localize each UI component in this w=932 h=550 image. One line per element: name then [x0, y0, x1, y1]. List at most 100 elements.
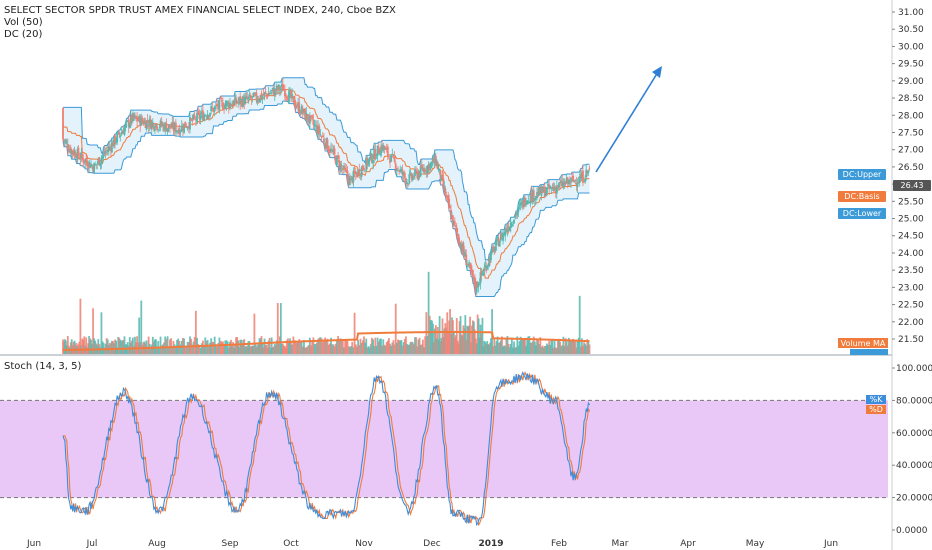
volume-bar	[572, 338, 575, 354]
candle-body	[62, 108, 64, 140]
volume-bar	[493, 338, 496, 354]
volume-bar	[354, 344, 357, 354]
candle-body	[426, 165, 429, 174]
volume-ma-badge	[838, 338, 888, 348]
volume-bar	[260, 336, 263, 354]
candle-body	[377, 146, 380, 154]
candle-body	[422, 167, 424, 172]
candle-body	[199, 115, 202, 120]
volume-bar	[407, 344, 410, 354]
volume-bar	[291, 344, 294, 354]
candle-body	[117, 131, 120, 134]
candle-body	[574, 180, 577, 181]
candle-body	[288, 91, 290, 103]
volume-bar	[547, 345, 549, 354]
candle-body	[64, 140, 66, 142]
price-tick-label: 30.00	[898, 42, 924, 52]
candle-body	[523, 197, 525, 207]
volume-bar	[352, 347, 355, 354]
candle-body	[570, 177, 572, 182]
candle-body	[313, 124, 316, 126]
candle-body	[210, 106, 213, 112]
candle-body	[451, 216, 453, 218]
volume-bar	[473, 329, 476, 354]
candle-body	[167, 124, 170, 129]
volume-bar	[325, 341, 328, 354]
volume-bar	[112, 341, 114, 354]
volume-bar	[489, 342, 491, 354]
candle-body	[337, 155, 339, 159]
candle-body	[479, 272, 482, 284]
volume-bar	[111, 340, 113, 354]
candle-body	[92, 166, 94, 172]
volume-bar	[388, 338, 390, 354]
candle-body	[571, 177, 573, 179]
candle-body	[285, 94, 287, 96]
volume-bar	[558, 338, 560, 354]
candle-body	[264, 91, 267, 93]
volume-bar	[580, 338, 583, 354]
volume-bar	[184, 347, 187, 354]
volume-bar	[334, 343, 337, 354]
candle-body	[183, 123, 185, 133]
volume-bar	[282, 346, 285, 354]
volume-bar	[570, 341, 572, 354]
candle-body	[295, 106, 298, 108]
candle-body	[171, 122, 174, 128]
candle-body	[151, 122, 154, 124]
candle-body	[378, 154, 381, 156]
volume-bar	[507, 343, 510, 354]
volume-bar	[217, 343, 220, 354]
price-badge	[838, 191, 886, 202]
volume-bar	[219, 340, 222, 354]
candle-body	[143, 120, 146, 124]
candle-body	[429, 162, 432, 169]
volume-bar	[502, 346, 504, 354]
candle-body	[124, 123, 127, 128]
candle-body	[103, 150, 106, 155]
candle-body	[416, 171, 419, 179]
candle-body	[63, 139, 65, 142]
candle-body	[513, 219, 515, 224]
volume-bar	[497, 342, 500, 354]
volume-bar	[138, 317, 141, 354]
volume-bar	[518, 341, 521, 354]
candle-body	[266, 94, 269, 98]
volume-bar	[533, 341, 536, 354]
candle-body	[328, 149, 331, 153]
volume-bar	[482, 346, 485, 354]
candle-body	[75, 158, 78, 160]
candle-body	[505, 228, 508, 232]
volume-bar	[73, 340, 76, 354]
candle-body	[196, 112, 198, 123]
candle-body	[492, 246, 495, 248]
candle-body	[437, 168, 440, 171]
volume-bar	[389, 343, 391, 354]
candle-body	[140, 117, 143, 126]
candle-body	[95, 164, 98, 166]
volume-bar	[311, 341, 314, 354]
stoch-tick-label: 100.0000	[896, 364, 932, 374]
volume-bar	[419, 344, 422, 354]
candle-body	[271, 87, 274, 90]
candle-body	[414, 169, 416, 176]
volume-bar	[339, 338, 342, 354]
volume-bar	[456, 340, 459, 354]
volume-bar	[319, 337, 322, 354]
volume-bar	[278, 336, 281, 354]
volume-bar	[257, 344, 260, 354]
volume-bar	[359, 338, 362, 354]
volume-bar	[268, 337, 271, 354]
candle-body	[537, 192, 540, 197]
volume-bar	[173, 344, 176, 354]
x-tick-label: Jun	[823, 539, 838, 549]
candle-body	[78, 157, 81, 159]
volume-bar	[386, 340, 389, 354]
volume-bar	[209, 342, 211, 354]
volume-bar	[261, 342, 264, 354]
candle-body	[576, 183, 579, 188]
candle-body	[441, 175, 444, 179]
candle-body	[190, 118, 193, 120]
candle-body	[72, 151, 75, 155]
